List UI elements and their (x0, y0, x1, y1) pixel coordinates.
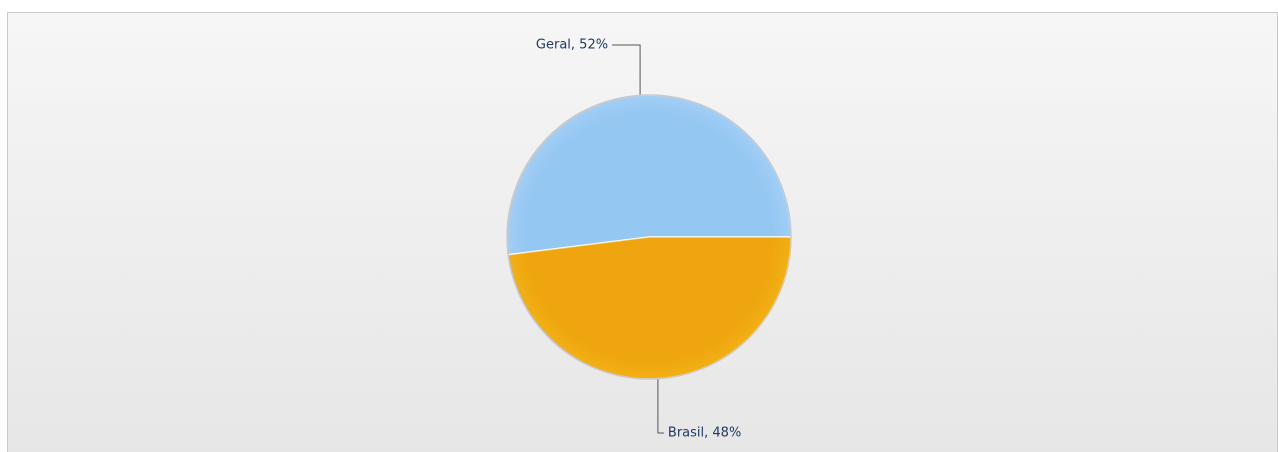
leader-line (612, 44, 641, 96)
leader-line (657, 378, 664, 434)
data-label: Brasil, 48% (668, 426, 741, 441)
data-label: Geral, 52% (536, 38, 608, 53)
